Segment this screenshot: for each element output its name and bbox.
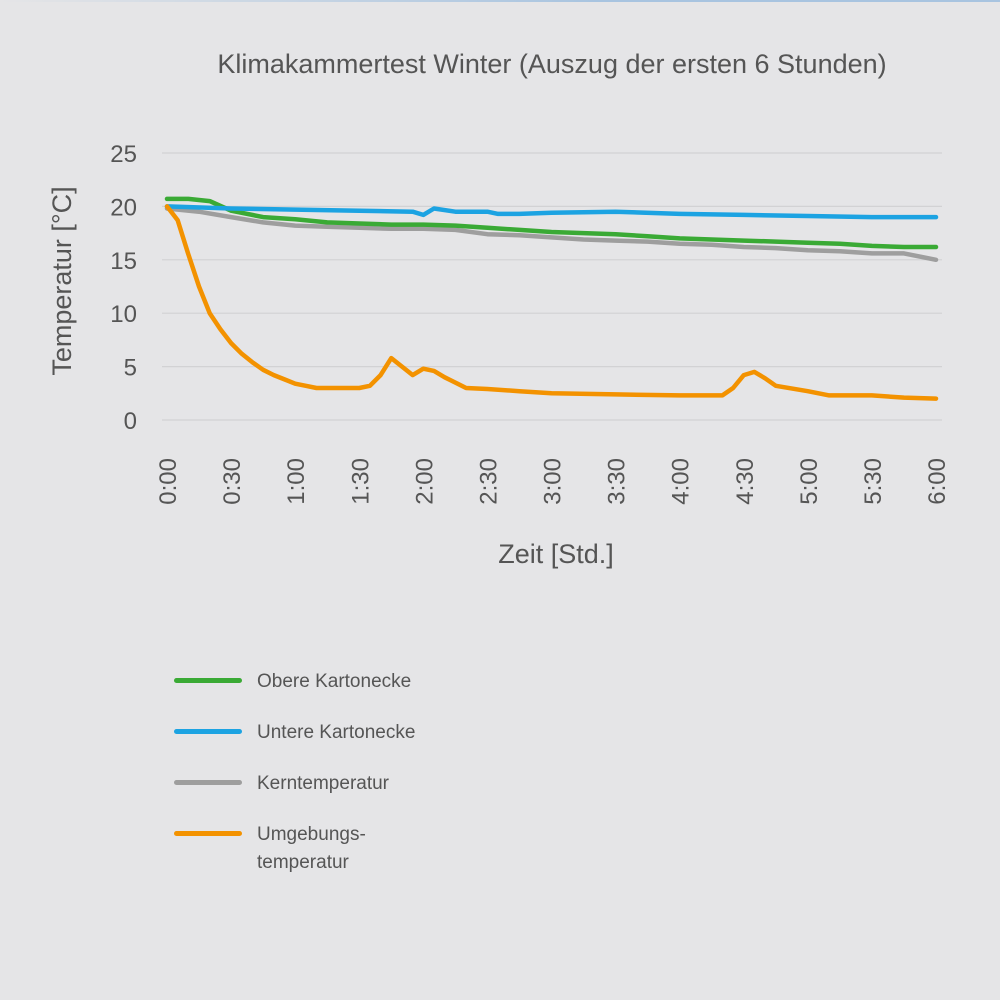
y-tick-label: 20 <box>110 194 137 221</box>
legend-label: Obere Kartonecke <box>257 671 412 692</box>
x-tick-labels: 0:00 0:30 1:00 1:30 2:00 2:30 3:00 3:30 4:00 4:30… <box>155 458 951 505</box>
y-axis-label: Temperatur [°C] <box>47 186 77 375</box>
legend-label: Umgebungs- temperatur <box>257 824 366 873</box>
y-tick-label: 15 <box>110 248 137 275</box>
x-tick-label: 6:00 <box>924 458 951 505</box>
legend-swatch <box>174 780 242 785</box>
legend-swatch <box>174 831 242 836</box>
top-border <box>0 0 1000 2</box>
series-line <box>164 196 939 250</box>
legend-label: Kerntemperatur <box>257 773 390 794</box>
x-tick-label: 1:30 <box>347 458 374 505</box>
x-tick-label: 5:00 <box>796 458 823 505</box>
x-axis-label: Zeit [Std.] <box>498 539 614 569</box>
y-tick-label: 5 <box>124 355 137 382</box>
x-tick-label: 3:00 <box>540 458 567 505</box>
series-line <box>164 206 939 263</box>
x-tick-label: 3:30 <box>604 458 631 505</box>
series-line <box>164 204 939 401</box>
series-group <box>164 196 939 401</box>
legend-swatch <box>174 678 242 683</box>
grid <box>162 152 942 421</box>
x-tick-label: 5:30 <box>860 458 887 505</box>
y-tick-labels: 0 5 10 15 20 25 <box>110 141 137 435</box>
x-tick-label: 4:00 <box>668 458 695 505</box>
legend-label: Untere Kartonecke <box>257 722 416 743</box>
x-tick-label: 2:00 <box>411 458 438 505</box>
legend-swatch <box>174 729 242 734</box>
x-tick-label: 0:30 <box>219 458 246 505</box>
x-tick-label: 4:30 <box>732 458 759 505</box>
y-tick-label: 10 <box>110 301 137 328</box>
x-tick-label: 0:00 <box>155 458 182 505</box>
series-line <box>164 204 939 220</box>
x-tick-label: 1:00 <box>283 458 310 505</box>
y-tick-label: 25 <box>110 141 137 168</box>
x-tick-label: 2:30 <box>475 458 502 505</box>
y-tick-label: 0 <box>124 408 137 435</box>
chart-title: Klimakammertest Winter (Auszug der erste… <box>217 49 886 79</box>
